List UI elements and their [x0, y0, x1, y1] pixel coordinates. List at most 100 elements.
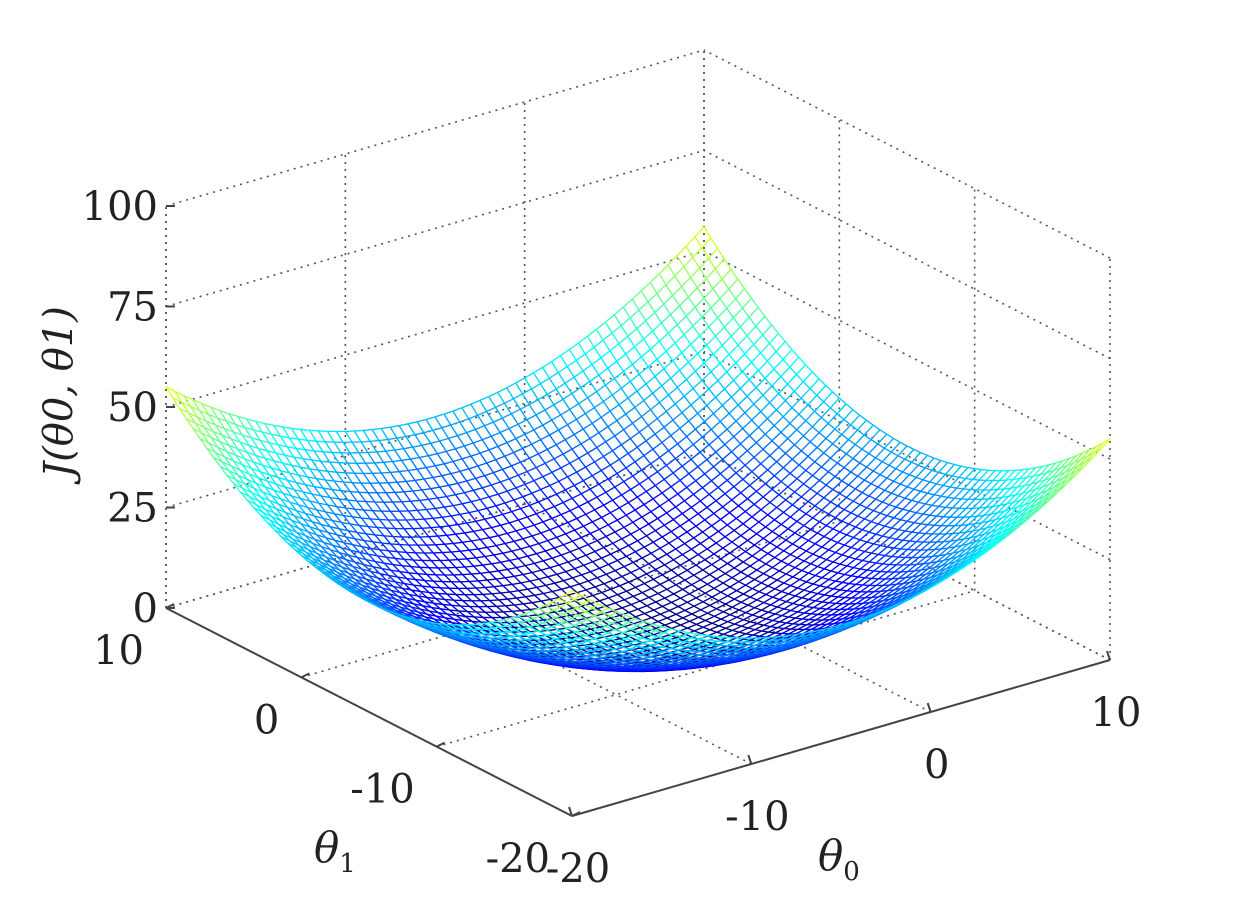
mesh-segment	[825, 476, 836, 486]
mesh-segment	[439, 437, 449, 442]
mesh-segment	[520, 545, 530, 550]
mesh-segment	[726, 420, 737, 430]
mesh-segment	[495, 502, 506, 507]
mesh-segment	[612, 610, 621, 616]
mesh-segment	[415, 578, 425, 582]
mesh-segment	[652, 536, 663, 543]
mesh-segment	[643, 455, 652, 465]
mesh-segment	[810, 488, 818, 494]
mesh-segment	[752, 609, 762, 616]
mesh-segment	[212, 456, 221, 467]
mesh-segment	[904, 488, 915, 499]
mesh-segment	[601, 553, 611, 559]
mesh-segment	[423, 518, 432, 529]
mesh-segment	[997, 521, 1008, 531]
mesh-segment	[659, 505, 668, 514]
mesh-segment	[681, 286, 689, 298]
mesh-segment	[698, 616, 706, 622]
mesh-segment	[434, 544, 443, 554]
mesh-segment	[307, 506, 317, 511]
mesh-segment	[630, 483, 640, 491]
mesh-segment	[891, 527, 899, 531]
mesh-segment	[549, 429, 559, 436]
mesh-segment	[682, 554, 690, 561]
mesh-segment	[803, 583, 814, 591]
mesh-segment	[935, 473, 946, 485]
mesh-segment	[573, 484, 582, 495]
mesh-segment	[690, 343, 699, 355]
mesh-segment	[522, 496, 531, 506]
mesh-segment	[356, 500, 365, 511]
mesh-segment	[185, 417, 196, 424]
mesh-segment	[675, 543, 686, 550]
mesh-segment	[504, 451, 514, 457]
mesh-segment	[475, 611, 484, 618]
mesh-segment	[556, 536, 564, 546]
mesh-segment	[794, 532, 802, 538]
mesh-segment	[699, 396, 708, 406]
mesh-segment	[576, 558, 585, 566]
mesh-segment	[569, 462, 578, 473]
mesh-segment	[512, 609, 522, 612]
mesh-segment	[479, 499, 488, 509]
mesh-segment	[235, 454, 244, 466]
mesh-segment	[764, 377, 773, 387]
mesh-segment	[230, 465, 239, 476]
mesh-segment	[384, 583, 394, 588]
mesh-segment	[363, 539, 373, 543]
mesh-segment	[880, 512, 888, 517]
mesh-segment	[316, 534, 325, 543]
mesh-segment	[769, 446, 780, 457]
mesh-segment	[390, 569, 400, 573]
mesh-segment	[790, 578, 800, 587]
mesh-segment	[708, 493, 717, 502]
mesh-segment	[1006, 494, 1016, 505]
mesh-segment	[459, 550, 468, 560]
mesh-segment	[610, 507, 620, 514]
mesh-segment	[390, 543, 398, 553]
mesh-segment	[851, 575, 859, 578]
mesh-segment	[902, 508, 910, 512]
mesh-segment	[848, 556, 856, 560]
mesh-segment	[428, 453, 438, 457]
mesh-segment	[834, 467, 845, 477]
mesh-segment	[821, 570, 832, 579]
mesh-segment	[801, 496, 809, 503]
mesh-segment	[694, 297, 705, 308]
mesh-segment	[232, 460, 241, 471]
mesh-segment	[800, 388, 811, 399]
mesh-segment	[774, 588, 782, 593]
mesh-segment	[844, 544, 852, 549]
mesh-segment	[717, 479, 728, 488]
mesh-segment	[911, 499, 919, 503]
mesh-segment	[358, 551, 367, 561]
mesh-segment	[246, 451, 255, 463]
mesh-segment	[578, 457, 587, 468]
mesh-segment	[839, 523, 850, 533]
mesh-segment	[491, 563, 499, 572]
mesh-segment	[457, 480, 467, 484]
mesh-segment	[386, 579, 396, 583]
grid-line	[165, 451, 705, 609]
mesh-segment	[782, 358, 791, 368]
mesh-segment	[673, 593, 681, 599]
mesh-segment	[481, 439, 490, 451]
mesh-segment	[871, 571, 882, 579]
mesh-segment	[749, 426, 759, 437]
mesh-segment	[369, 439, 380, 442]
mesh-segment	[233, 483, 241, 493]
mesh-segment	[942, 507, 953, 518]
mesh-segment	[596, 491, 607, 498]
mesh-segment	[419, 499, 427, 510]
mesh-segment	[264, 422, 274, 426]
mesh-segment	[412, 490, 421, 501]
mesh-segment	[641, 511, 652, 518]
mesh-segment	[623, 521, 634, 528]
mesh-segment	[543, 590, 553, 595]
mesh-segment	[754, 544, 762, 551]
mesh-segment	[389, 510, 398, 521]
mesh-segment	[546, 449, 555, 460]
mesh-segment	[746, 335, 755, 345]
mesh-segment	[852, 529, 863, 539]
mesh-segment	[403, 448, 412, 460]
